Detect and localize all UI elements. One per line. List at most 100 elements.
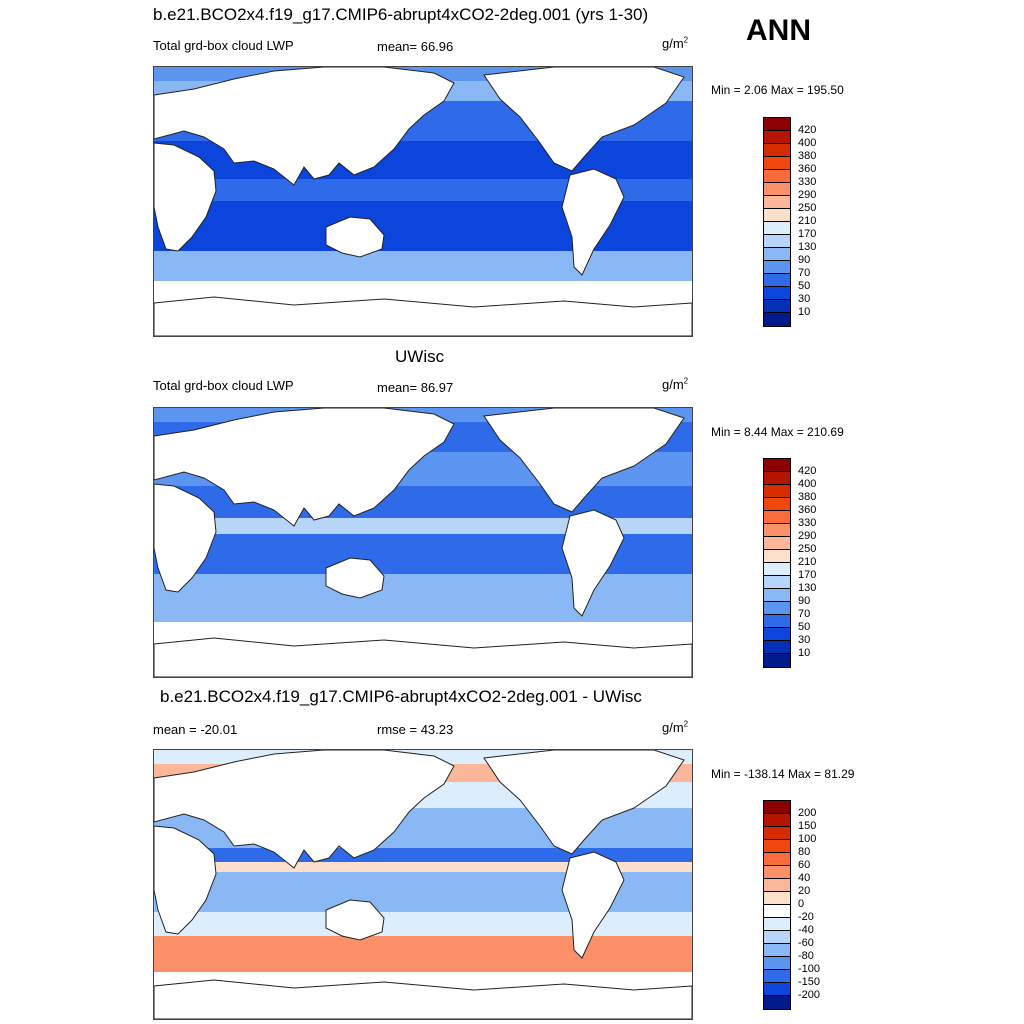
colorbar-swatch — [764, 248, 790, 261]
panel-1-map-canvas — [154, 67, 692, 336]
continent-outlines — [154, 408, 692, 677]
colorbar-swatch — [764, 537, 790, 550]
australia-landmass — [325, 557, 385, 599]
colorbar-swatch — [764, 313, 790, 326]
panel-2-unit-label: g/m2 — [662, 376, 689, 392]
colorbar-level-label: 330 — [798, 176, 817, 188]
panel-1-minmax: Min = 2.06 Max = 195.50 — [711, 83, 844, 97]
colorbar-swatch — [764, 931, 790, 944]
panel-1-variable-label: Total grd-box cloud LWP — [153, 38, 294, 53]
colorbar-swatch — [764, 853, 790, 866]
colorbar-swatch — [764, 615, 790, 628]
panel-2-title: UWisc — [395, 347, 445, 366]
eurasia-landmass — [154, 750, 455, 869]
colorbar-swatch — [764, 641, 790, 654]
colorbar-level-label: 70 — [798, 608, 811, 620]
panel-3-colorbar — [763, 800, 791, 1010]
panel-2-variable-label: Total grd-box cloud LWP — [153, 378, 294, 393]
panel-1-title: b.e21.BCO2x4.f19_g17.CMIP6-abrupt4xCO2-2… — [153, 5, 649, 24]
panel-2-minmax: Min = 8.44 Max = 210.69 — [711, 425, 844, 439]
colorbar-level-label: 10 — [798, 647, 811, 659]
panel-2-map-canvas — [154, 408, 692, 677]
colorbar-swatch — [764, 196, 790, 209]
panel-2-map — [153, 407, 693, 678]
colorbar-level-label: 360 — [798, 163, 817, 175]
panel-2-mean-label: mean= 86.97 — [377, 380, 454, 395]
colorbar-swatch — [764, 827, 790, 840]
colorbar-level-label: 420 — [798, 465, 817, 477]
colorbar-swatch — [764, 944, 790, 957]
colorbar-swatch — [764, 602, 790, 615]
colorbar-level-label: 90 — [798, 254, 811, 266]
colorbar-level-label: 150 — [798, 820, 817, 832]
colorbar-level-label: 50 — [798, 621, 811, 633]
colorbar-level-label: 100 — [798, 833, 817, 845]
colorbar-swatch — [764, 550, 790, 563]
colorbar-level-label: 200 — [798, 807, 817, 819]
colorbar-level-label: 400 — [798, 478, 817, 490]
panel-3-map — [153, 749, 693, 1020]
colorbar-level-label: 360 — [798, 504, 817, 516]
colorbar-swatch — [764, 209, 790, 222]
north-america-landmass — [483, 67, 685, 172]
colorbar-level-label: -100 — [798, 963, 821, 975]
colorbar-swatch — [764, 144, 790, 157]
colorbar-level-label: 80 — [798, 846, 811, 858]
colorbar-swatch — [764, 170, 790, 183]
colorbar-swatch — [764, 866, 790, 879]
continent-outlines — [154, 67, 692, 336]
colorbar-swatch — [764, 485, 790, 498]
colorbar-level-label: 0 — [798, 898, 805, 910]
colorbar-level-label: 30 — [798, 634, 811, 646]
panel-3-map-canvas — [154, 750, 692, 1019]
colorbar-level-label: 290 — [798, 530, 817, 542]
colorbar-swatch — [764, 300, 790, 313]
colorbar-swatch — [764, 524, 790, 537]
colorbar-swatch — [764, 287, 790, 300]
season-label: ANN — [746, 14, 811, 47]
colorbar-level-label: 130 — [798, 241, 817, 253]
colorbar-swatch — [764, 235, 790, 248]
ocean-band-south-mid — [154, 912, 692, 936]
colorbar-swatch — [764, 814, 790, 827]
eurasia-landmass — [154, 67, 455, 186]
colorbar-level-label: 420 — [798, 124, 817, 136]
north-america-landmass — [483, 408, 685, 513]
colorbar-level-label: 40 — [798, 872, 811, 884]
antarctica-landmass — [154, 979, 692, 1019]
panel-1-unit-label: g/m2 — [662, 35, 689, 51]
ocean-band-tropic — [154, 862, 692, 872]
colorbar-level-label: 60 — [798, 859, 811, 871]
colorbar-level-label: -200 — [798, 989, 821, 1001]
colorbar-swatch — [764, 879, 790, 892]
colorbar-level-label: -40 — [798, 924, 814, 936]
colorbar-swatch — [764, 957, 790, 970]
colorbar-level-label: 330 — [798, 517, 817, 529]
africa-landmass — [154, 825, 217, 935]
colorbar-level-label: 30 — [798, 293, 811, 305]
ocean-band-southern-ocean — [154, 936, 692, 972]
colorbar-swatch — [764, 576, 790, 589]
australia-landmass — [325, 216, 385, 258]
colorbar-swatch — [764, 274, 790, 287]
colorbar-swatch — [764, 918, 790, 931]
colorbar-level-label: 130 — [798, 582, 817, 594]
colorbar-swatch — [764, 157, 790, 170]
ocean-band-south-mid — [154, 574, 692, 622]
antarctica-landmass — [154, 637, 692, 677]
colorbar-level-label: 380 — [798, 491, 817, 503]
colorbar-swatch — [764, 498, 790, 511]
colorbar-level-label: -80 — [798, 950, 814, 962]
colorbar-swatch — [764, 840, 790, 853]
colorbar-level-label: -60 — [798, 937, 814, 949]
colorbar-level-label: 400 — [798, 137, 817, 149]
colorbar-swatch — [764, 118, 790, 131]
colorbar-swatch — [764, 131, 790, 144]
colorbar-swatch — [764, 970, 790, 983]
colorbar-level-label: 170 — [798, 569, 817, 581]
panel-2-colorbar — [763, 458, 791, 668]
colorbar-swatch — [764, 222, 790, 235]
africa-landmass — [154, 142, 217, 252]
ocean-band-tropic — [154, 179, 692, 201]
colorbar-level-label: 90 — [798, 595, 811, 607]
